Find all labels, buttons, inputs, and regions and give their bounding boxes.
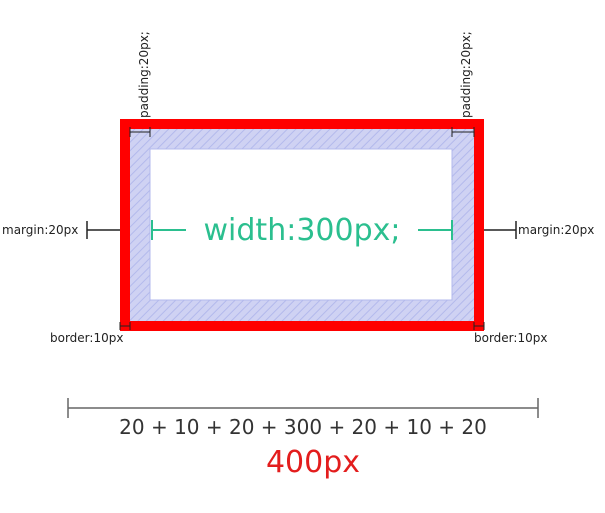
margin-label-right: margin:20px <box>518 223 594 237</box>
border-marker-right <box>473 322 485 330</box>
margin-marker-left <box>86 221 120 239</box>
width-formula: 20 + 10 + 20 + 300 + 20 + 10 + 20 <box>119 415 487 439</box>
padding-label-left: padding:20px; <box>137 31 151 118</box>
margin-label-left: margin:20px <box>2 223 78 237</box>
total-width: 400px <box>266 445 360 480</box>
width-label: width:300px; <box>204 213 401 248</box>
margin-marker-right <box>484 221 517 239</box>
border-marker-left <box>119 322 131 330</box>
total-width-measure <box>67 398 539 418</box>
width-marker-left <box>151 220 186 240</box>
padding-marker-left <box>129 127 151 137</box>
border-label-left: border:10px <box>50 331 123 345</box>
border-label-right: border:10px <box>474 331 547 345</box>
padding-label-right: padding:20px; <box>459 31 473 118</box>
padding-marker-right <box>451 127 475 137</box>
content-box <box>149 148 453 301</box>
width-marker-right <box>418 220 453 240</box>
